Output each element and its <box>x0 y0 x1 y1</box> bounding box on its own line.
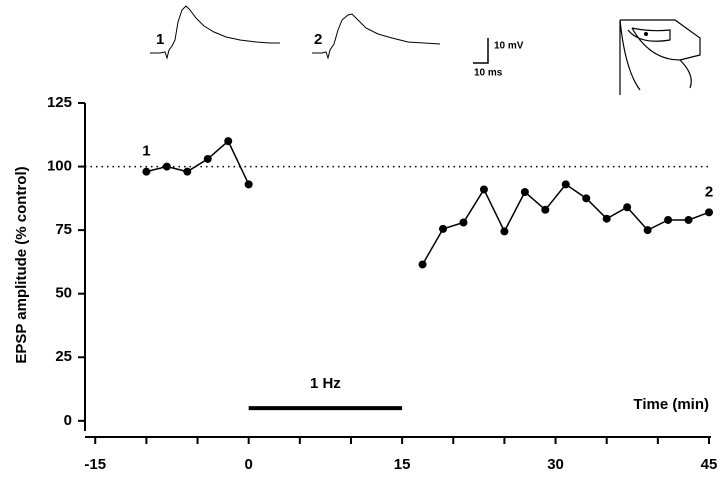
y-tick-label: 0 <box>64 412 72 429</box>
data-point <box>623 203 632 212</box>
point-label: 2 <box>705 183 713 200</box>
x-tick-label: -15 <box>84 456 106 473</box>
x-tick-label: 15 <box>394 456 411 473</box>
x-axis-label: Time (min) <box>633 396 709 413</box>
trace-2 <box>312 13 441 60</box>
data-point <box>705 208 713 217</box>
data-point <box>142 167 151 176</box>
data-point <box>520 187 529 196</box>
x-tick-label: 0 <box>245 456 253 473</box>
data-point <box>418 260 427 269</box>
series-line <box>146 139 710 265</box>
data-point <box>479 185 488 194</box>
data-point <box>643 226 652 235</box>
data-point <box>183 167 192 176</box>
y-tick-label: 75 <box>55 221 72 238</box>
data-point <box>459 218 468 227</box>
data-point <box>561 180 570 189</box>
data-point <box>602 214 611 223</box>
y-tick-label: 25 <box>55 348 72 365</box>
data-point <box>244 180 253 189</box>
data-point <box>684 215 693 224</box>
x-tick-label: 30 <box>547 456 564 473</box>
data-point <box>500 227 509 236</box>
x-tick-label: 45 <box>701 456 718 473</box>
data-point <box>203 154 212 163</box>
scale-bar <box>473 38 489 64</box>
data-point <box>224 137 233 146</box>
trace-label: 2 <box>314 31 322 48</box>
y-tick-label: 125 <box>47 94 72 111</box>
stimulus-label: 1 Hz <box>310 375 341 392</box>
point-label: 1 <box>142 143 150 160</box>
data-point <box>541 205 550 214</box>
data-point <box>664 215 673 224</box>
slice-icon <box>619 19 701 95</box>
y-axis-label: EPSP amplitude (% control) <box>13 166 30 363</box>
data-point <box>582 194 591 203</box>
scale-label: 10 ms <box>474 68 503 79</box>
y-tick-label: 100 <box>47 158 72 175</box>
data-point <box>439 224 448 233</box>
trace-label: 1 <box>156 31 164 48</box>
y-tick-label: 50 <box>55 285 72 302</box>
data-point <box>162 162 171 171</box>
scale-label: 10 mV <box>494 41 524 52</box>
trace-1 <box>150 5 280 60</box>
slice-dot <box>644 32 648 36</box>
